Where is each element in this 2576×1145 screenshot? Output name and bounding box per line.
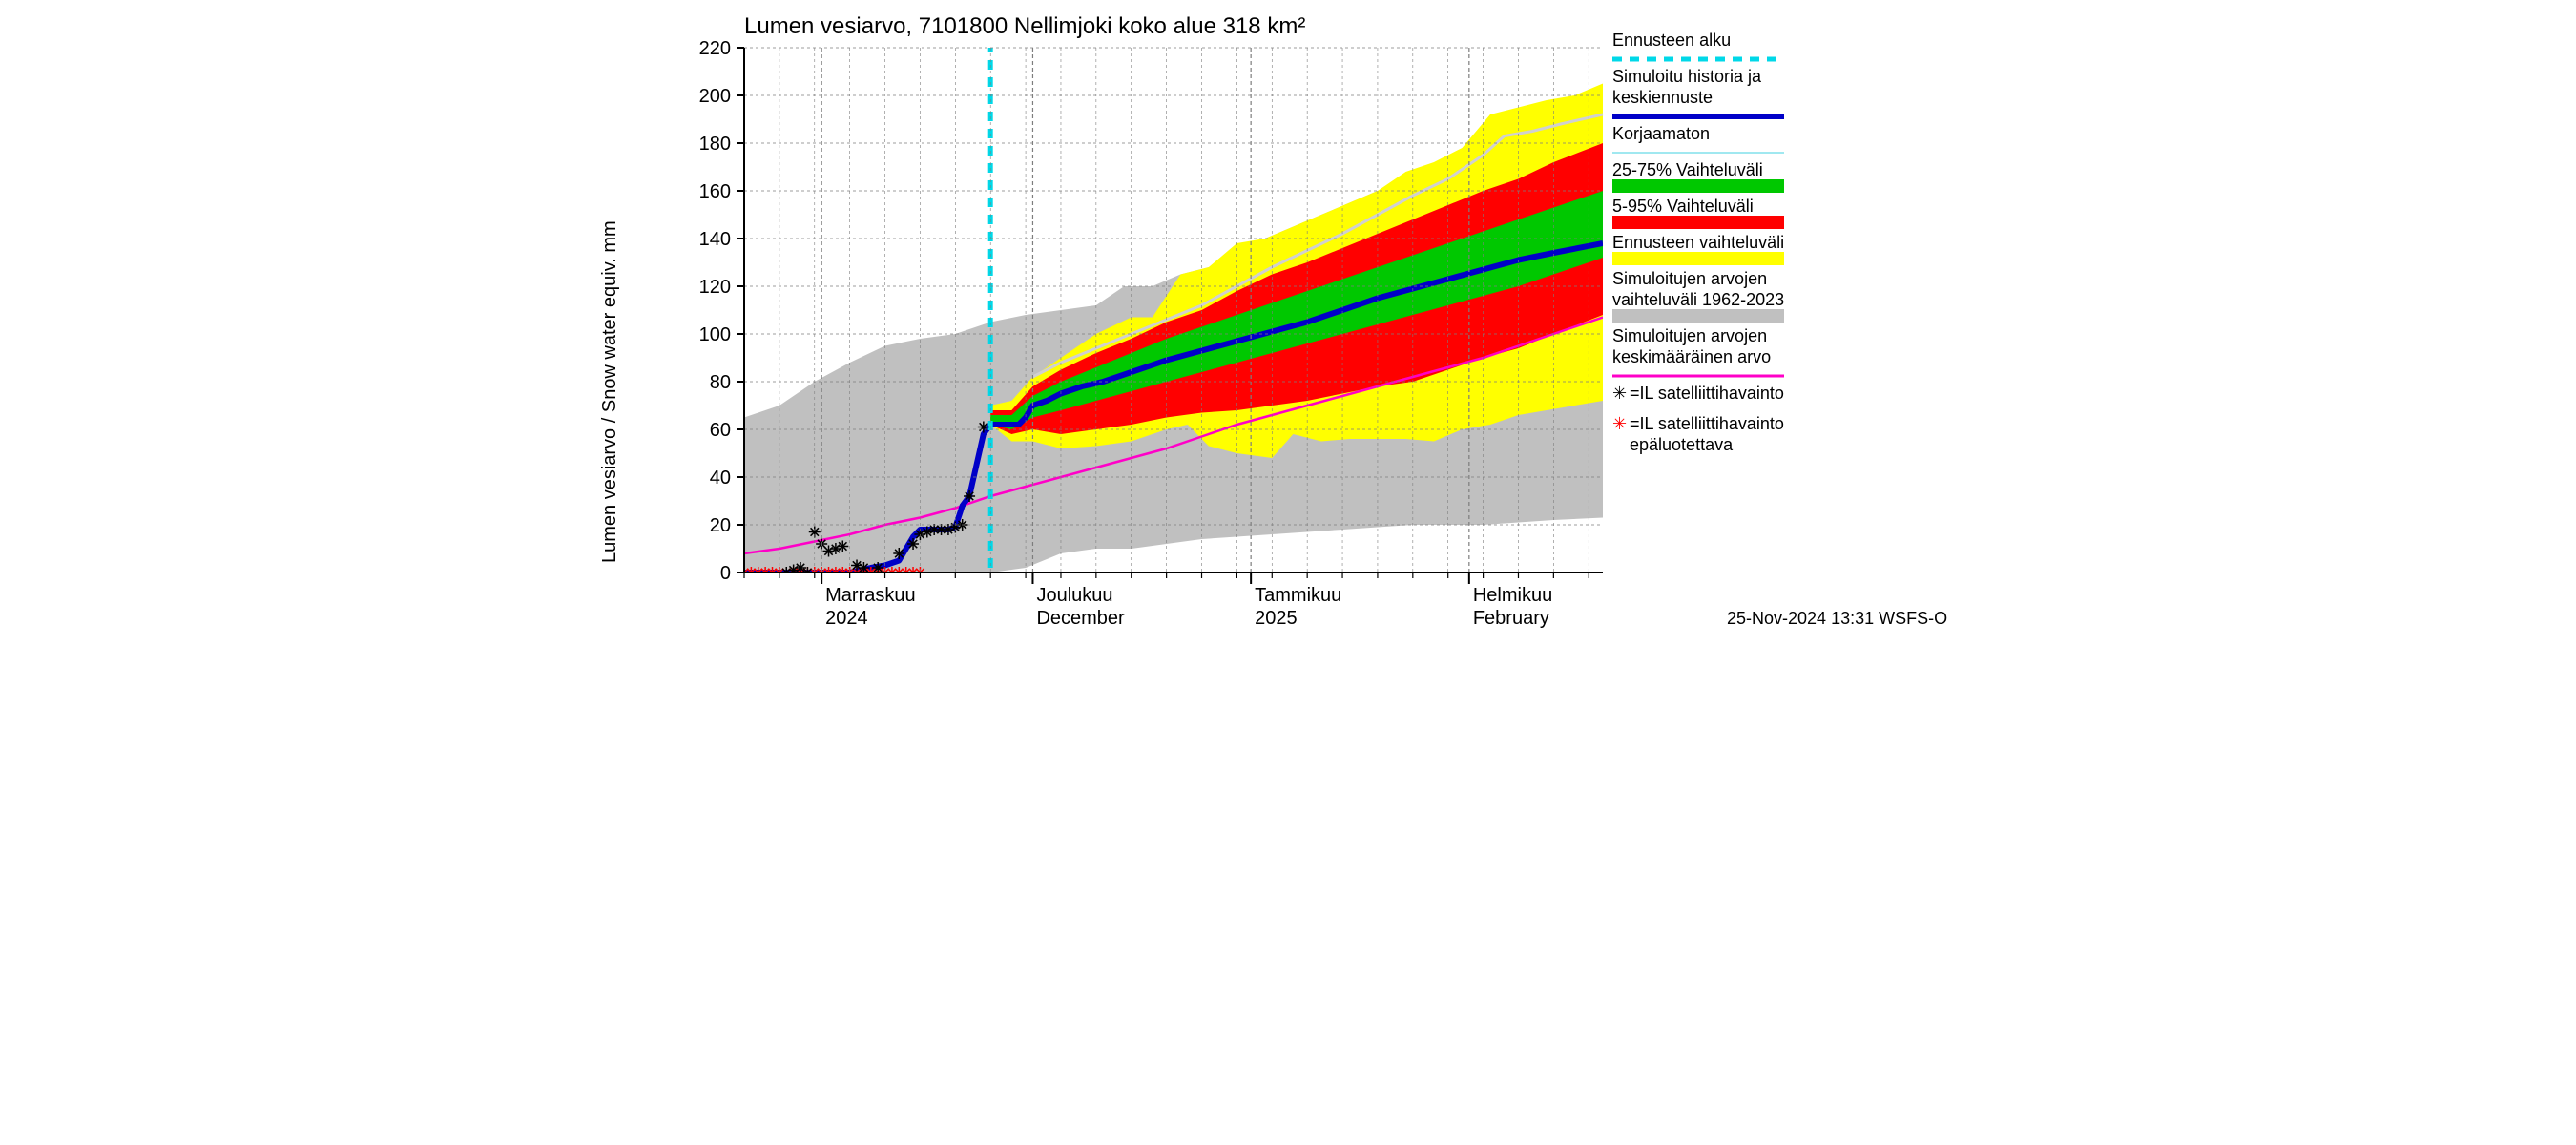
chart-container: 020406080100120140160180200220Marraskuu2… [572,0,2004,636]
legend-label: epäluotettava [1630,435,1734,454]
ytick-label: 200 [699,86,731,107]
legend-label: 25-75% Vaihteluväli [1612,160,1763,179]
legend-label: keskiennuste [1612,88,1713,107]
xtick-label-bottom: December [1036,608,1125,629]
legend-swatch-band [1612,252,1784,265]
legend-label: =IL satelliittihavainto [1630,384,1784,403]
legend-swatch-band [1612,216,1784,229]
xtick-label-bottom: February [1473,608,1549,629]
ytick-label: 0 [720,563,731,584]
legend-label: vaihteluväli 1962-2023 [1612,290,1784,309]
ytick-label: 60 [710,420,731,441]
ytick-label: 40 [710,468,731,489]
footer-timestamp: 25-Nov-2024 13:31 WSFS-O [1727,609,1947,628]
legend-label: =IL satelliittihavainto [1630,414,1784,433]
legend-swatch-band [1612,309,1784,323]
legend-label: Simuloitujen arvojen [1612,326,1767,345]
xtick-label-top: Tammikuu [1255,585,1341,606]
legend-label: Korjaamaton [1612,124,1710,143]
legend-label: Ennusteen vaihteluväli [1612,233,1784,252]
xtick-label-bottom: 2024 [825,608,868,629]
legend-marker-glyph: ✳ [1612,414,1627,433]
ytick-label: 140 [699,229,731,250]
xtick-label-top: Marraskuu [825,585,915,606]
legend-marker-glyph: ✳ [1612,384,1627,403]
legend-label: Ennusteen alku [1612,31,1731,50]
black-star-marker [837,541,848,552]
ytick-label: 100 [699,324,731,345]
ytick-label: 220 [699,38,731,59]
y-axis-label: Lumen vesiarvo / Snow water equiv. mm [599,220,620,563]
legend-label: Simuloitu historia ja [1612,67,1762,86]
xtick-label-top: Helmikuu [1473,585,1552,606]
ytick-label: 160 [699,181,731,202]
legend-swatch-band [1612,179,1784,193]
xtick-label-bottom: 2025 [1255,608,1298,629]
legend-label: keskimääräinen arvo [1612,347,1771,366]
ytick-label: 20 [710,515,731,536]
xtick-label-top: Joulukuu [1036,585,1112,606]
legend-label: Simuloitujen arvojen [1612,269,1767,288]
black-star-marker [978,422,989,433]
legend-label: 5-95% Vaihteluväli [1612,197,1754,216]
ytick-label: 180 [699,134,731,155]
ytick-label: 80 [710,372,731,393]
ytick-label: 120 [699,277,731,298]
chart-title: Lumen vesiarvo, 7101800 Nellimjoki koko … [744,13,1305,39]
chart-svg: 020406080100120140160180200220Marraskuu2… [572,0,2004,636]
